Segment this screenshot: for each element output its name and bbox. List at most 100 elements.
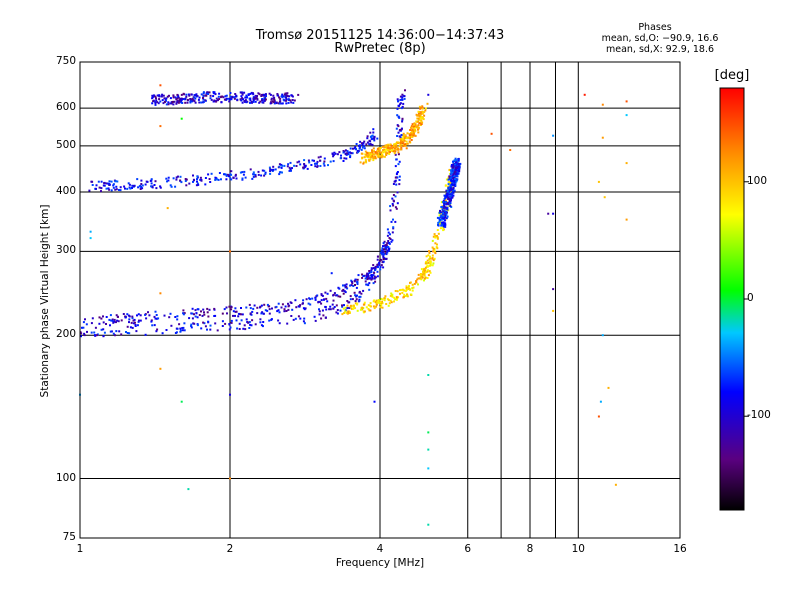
trace-point: [249, 99, 252, 102]
trace-point: [83, 332, 86, 335]
trace-point: [291, 95, 294, 98]
trace-point: [378, 147, 381, 150]
trace-point: [367, 158, 370, 161]
trace-point: [401, 96, 404, 99]
trace-point: [303, 159, 306, 162]
stats-heading: Phases: [638, 22, 672, 33]
trace-point: [428, 270, 431, 273]
trace-point: [316, 160, 319, 163]
trace-point: [303, 317, 306, 320]
trace-point: [374, 155, 377, 158]
trace-point: [111, 318, 114, 321]
trace-point: [368, 282, 371, 285]
trace-point: [440, 211, 443, 214]
trace-point: [445, 213, 448, 216]
trace-point: [442, 214, 444, 217]
trace-point: [245, 94, 248, 97]
trace-point: [249, 92, 252, 95]
trace-point: [370, 271, 373, 273]
trace-point: [388, 242, 391, 245]
trace-point: [401, 120, 404, 123]
trace-point: [120, 319, 123, 322]
trace-point: [453, 183, 456, 186]
scatter-point: [229, 250, 231, 253]
trace-point: [383, 244, 386, 247]
trace-point: [351, 152, 354, 155]
trace-point: [258, 93, 261, 96]
trace-point: [221, 320, 224, 323]
trace-point: [390, 240, 393, 243]
trace-point: [444, 215, 447, 218]
trace-point: [232, 310, 235, 313]
trace-point: [344, 284, 347, 287]
scatter-point: [330, 272, 333, 275]
trace-point: [363, 274, 366, 277]
trace-point: [303, 163, 306, 165]
trace-point: [308, 161, 311, 164]
trace-point: [443, 205, 446, 207]
trace-point: [339, 295, 342, 298]
trace-point: [192, 99, 195, 102]
trace-point: [394, 165, 397, 168]
trace-point: [374, 276, 377, 279]
trace-point: [394, 153, 397, 156]
trace-point: [375, 301, 378, 304]
trace-point: [417, 283, 419, 286]
trace-point: [400, 146, 403, 149]
trace-point: [433, 233, 436, 236]
trace-point: [451, 196, 454, 199]
trace-point: [454, 163, 457, 166]
trace-point: [285, 96, 287, 99]
trace-point: [388, 247, 391, 250]
trace-point: [451, 192, 454, 195]
trace-point: [235, 177, 238, 180]
trace-point: [349, 147, 352, 150]
trace-point: [404, 290, 407, 293]
trace-point: [355, 143, 358, 145]
trace-point: [297, 93, 300, 96]
scatter-point: [601, 334, 604, 337]
trace-point: [194, 315, 197, 318]
trace-point: [447, 181, 450, 184]
trace-point: [394, 220, 397, 223]
trace-point: [441, 226, 444, 229]
trace-point: [252, 173, 255, 176]
trace-point: [169, 312, 172, 315]
trace-point: [206, 307, 209, 310]
trace-point: [100, 187, 103, 190]
trace-point: [327, 164, 329, 167]
trace-point: [176, 318, 179, 321]
trace-point: [375, 299, 378, 302]
trace-point: [360, 152, 363, 155]
trace-point: [418, 122, 421, 125]
trace-point: [189, 101, 192, 104]
trace-point: [383, 149, 386, 152]
trace-point: [161, 332, 164, 335]
trace-point: [364, 280, 367, 283]
trace-point: [320, 299, 323, 302]
trace-point: [445, 178, 448, 181]
trace-point: [109, 330, 112, 333]
trace-point: [229, 326, 232, 329]
trace-point: [325, 308, 328, 311]
trace-point: [372, 267, 375, 270]
trace-point: [268, 312, 271, 315]
trace-point: [352, 285, 355, 287]
trace-point: [124, 187, 126, 190]
trace-point: [93, 334, 96, 337]
trace-point: [299, 304, 302, 307]
trace-point: [319, 155, 322, 158]
trace-point: [361, 276, 364, 279]
trace-point: [362, 275, 365, 277]
trace-point: [397, 115, 400, 118]
trace-point: [380, 297, 383, 300]
trace-point: [278, 100, 281, 103]
trace-point: [370, 273, 373, 276]
trace-point: [289, 161, 292, 164]
trace-point: [389, 233, 391, 236]
trace-point: [204, 183, 207, 186]
trace-point: [381, 247, 384, 250]
trace-point: [419, 116, 422, 119]
trace-point: [192, 178, 195, 181]
